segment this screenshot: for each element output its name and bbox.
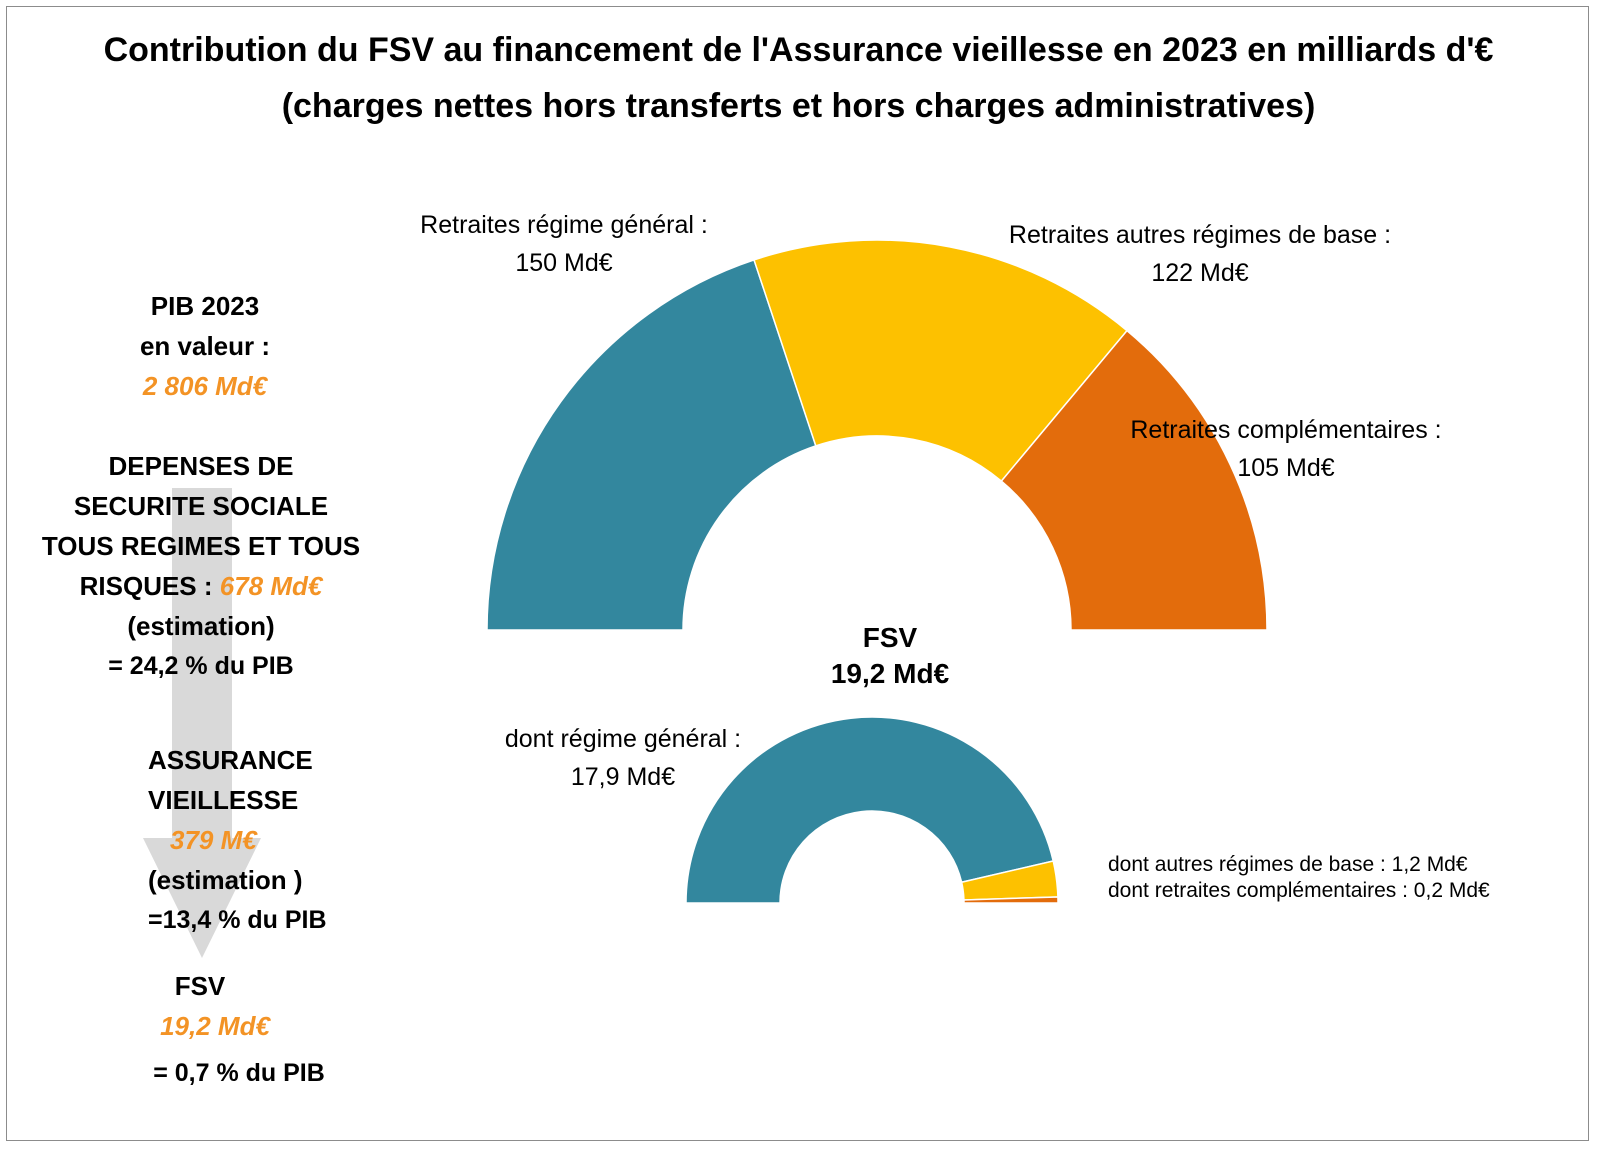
assurance-note: (estimation )	[148, 865, 303, 895]
depenses-line4: RISQUES : 678 Md€	[20, 566, 382, 606]
fsv-block-left: FSV 19,2 Md€	[100, 966, 300, 1046]
pib-line1: PIB 2023	[150, 291, 260, 321]
small-half-donut	[685, 716, 1059, 904]
depenses-value: 678 Md€	[219, 571, 323, 601]
down-arrow-icon	[143, 488, 261, 958]
label-complementaires-name: Retraites complémentaires :	[1130, 416, 1442, 444]
label-autres-regimes-value: 122 Md€	[1151, 259, 1249, 287]
fsv-left-share: = 0,7 % du PIB	[153, 1059, 325, 1087]
assurance-line1: ASSURANCE	[148, 745, 313, 775]
label-autres-regimes-name: Retraites autres régimes de base :	[1008, 221, 1392, 249]
depenses-block: DEPENSES DE SECURITE SOCIALE TOUS REGIME…	[20, 446, 382, 686]
pib-value: 2 806 Md€	[142, 371, 268, 401]
fsv-left-value: 19,2 Md€	[160, 1011, 270, 1041]
label-complementaires-value: 105 Md€	[1237, 454, 1335, 482]
label-regime-general: Retraites régime général : 150 Md€	[394, 206, 734, 282]
label-autres-regimes: Retraites autres régimes de base : 122 M…	[980, 216, 1420, 292]
big-donut-slice-2	[753, 239, 1129, 483]
label-fsv-complementaires: dont retraites complémentaires : 0,2 Md€	[1108, 879, 1490, 902]
depenses-note: (estimation)	[127, 611, 275, 641]
pib-block: PIB 2023 en valeur : 2 806 Md€	[80, 286, 330, 406]
assurance-block: ASSURANCE VIEILLESSE 379 M€ (estimation …	[120, 740, 342, 940]
pib-line2: en valeur :	[139, 331, 271, 361]
label-fsv-regime-general-value: 17,9 Md€	[570, 763, 676, 791]
big-donut-slice-1	[486, 258, 817, 631]
fsv-left-line1: FSV	[174, 971, 226, 1001]
small-donut-slice-1	[685, 716, 1055, 904]
label-regime-general-value: 150 Md€	[515, 249, 613, 277]
small-donut-slice-3	[963, 896, 1059, 904]
label-complementaires: Retraites complémentaires : 105 Md€	[1106, 411, 1466, 487]
assurance-share: =13,4 % du PIB	[148, 906, 327, 934]
label-fsv-regime-general: dont régime général : 17,9 Md€	[478, 720, 768, 796]
assurance-line2: VIEILLESSE	[148, 785, 299, 815]
depenses-prefix: RISQUES :	[79, 571, 220, 601]
chart-title: Contribution du FSV au financement de l'…	[103, 31, 1494, 69]
depenses-share: = 24,2 % du PIB	[108, 652, 294, 680]
depenses-line1: DEPENSES DE	[108, 451, 294, 481]
fsv-chart-total: 19,2 Md€	[830, 658, 950, 689]
depenses-line3: TOUS REGIMES ET TOUS	[41, 531, 361, 561]
label-fsv-autres-regimes: dont autres régimes de base : 1,2 Md€	[1108, 853, 1468, 876]
assurance-value: 379 M€	[170, 825, 257, 855]
fsv-chart-title-text: FSV	[862, 622, 918, 653]
label-fsv-regime-general-name: dont régime général :	[504, 725, 742, 753]
big-half-donut	[486, 239, 1268, 631]
label-regime-general-name: Retraites régime général :	[420, 211, 708, 239]
big-donut-slice-3	[1000, 329, 1268, 631]
chart-subtitle: (charges nettes hors transferts et hors …	[281, 87, 1316, 125]
chart-frame	[6, 6, 1589, 1141]
fsv-chart-title: FSV 19,2 Md€	[780, 620, 1000, 692]
depenses-line2: SECURITE SOCIALE	[73, 491, 329, 521]
